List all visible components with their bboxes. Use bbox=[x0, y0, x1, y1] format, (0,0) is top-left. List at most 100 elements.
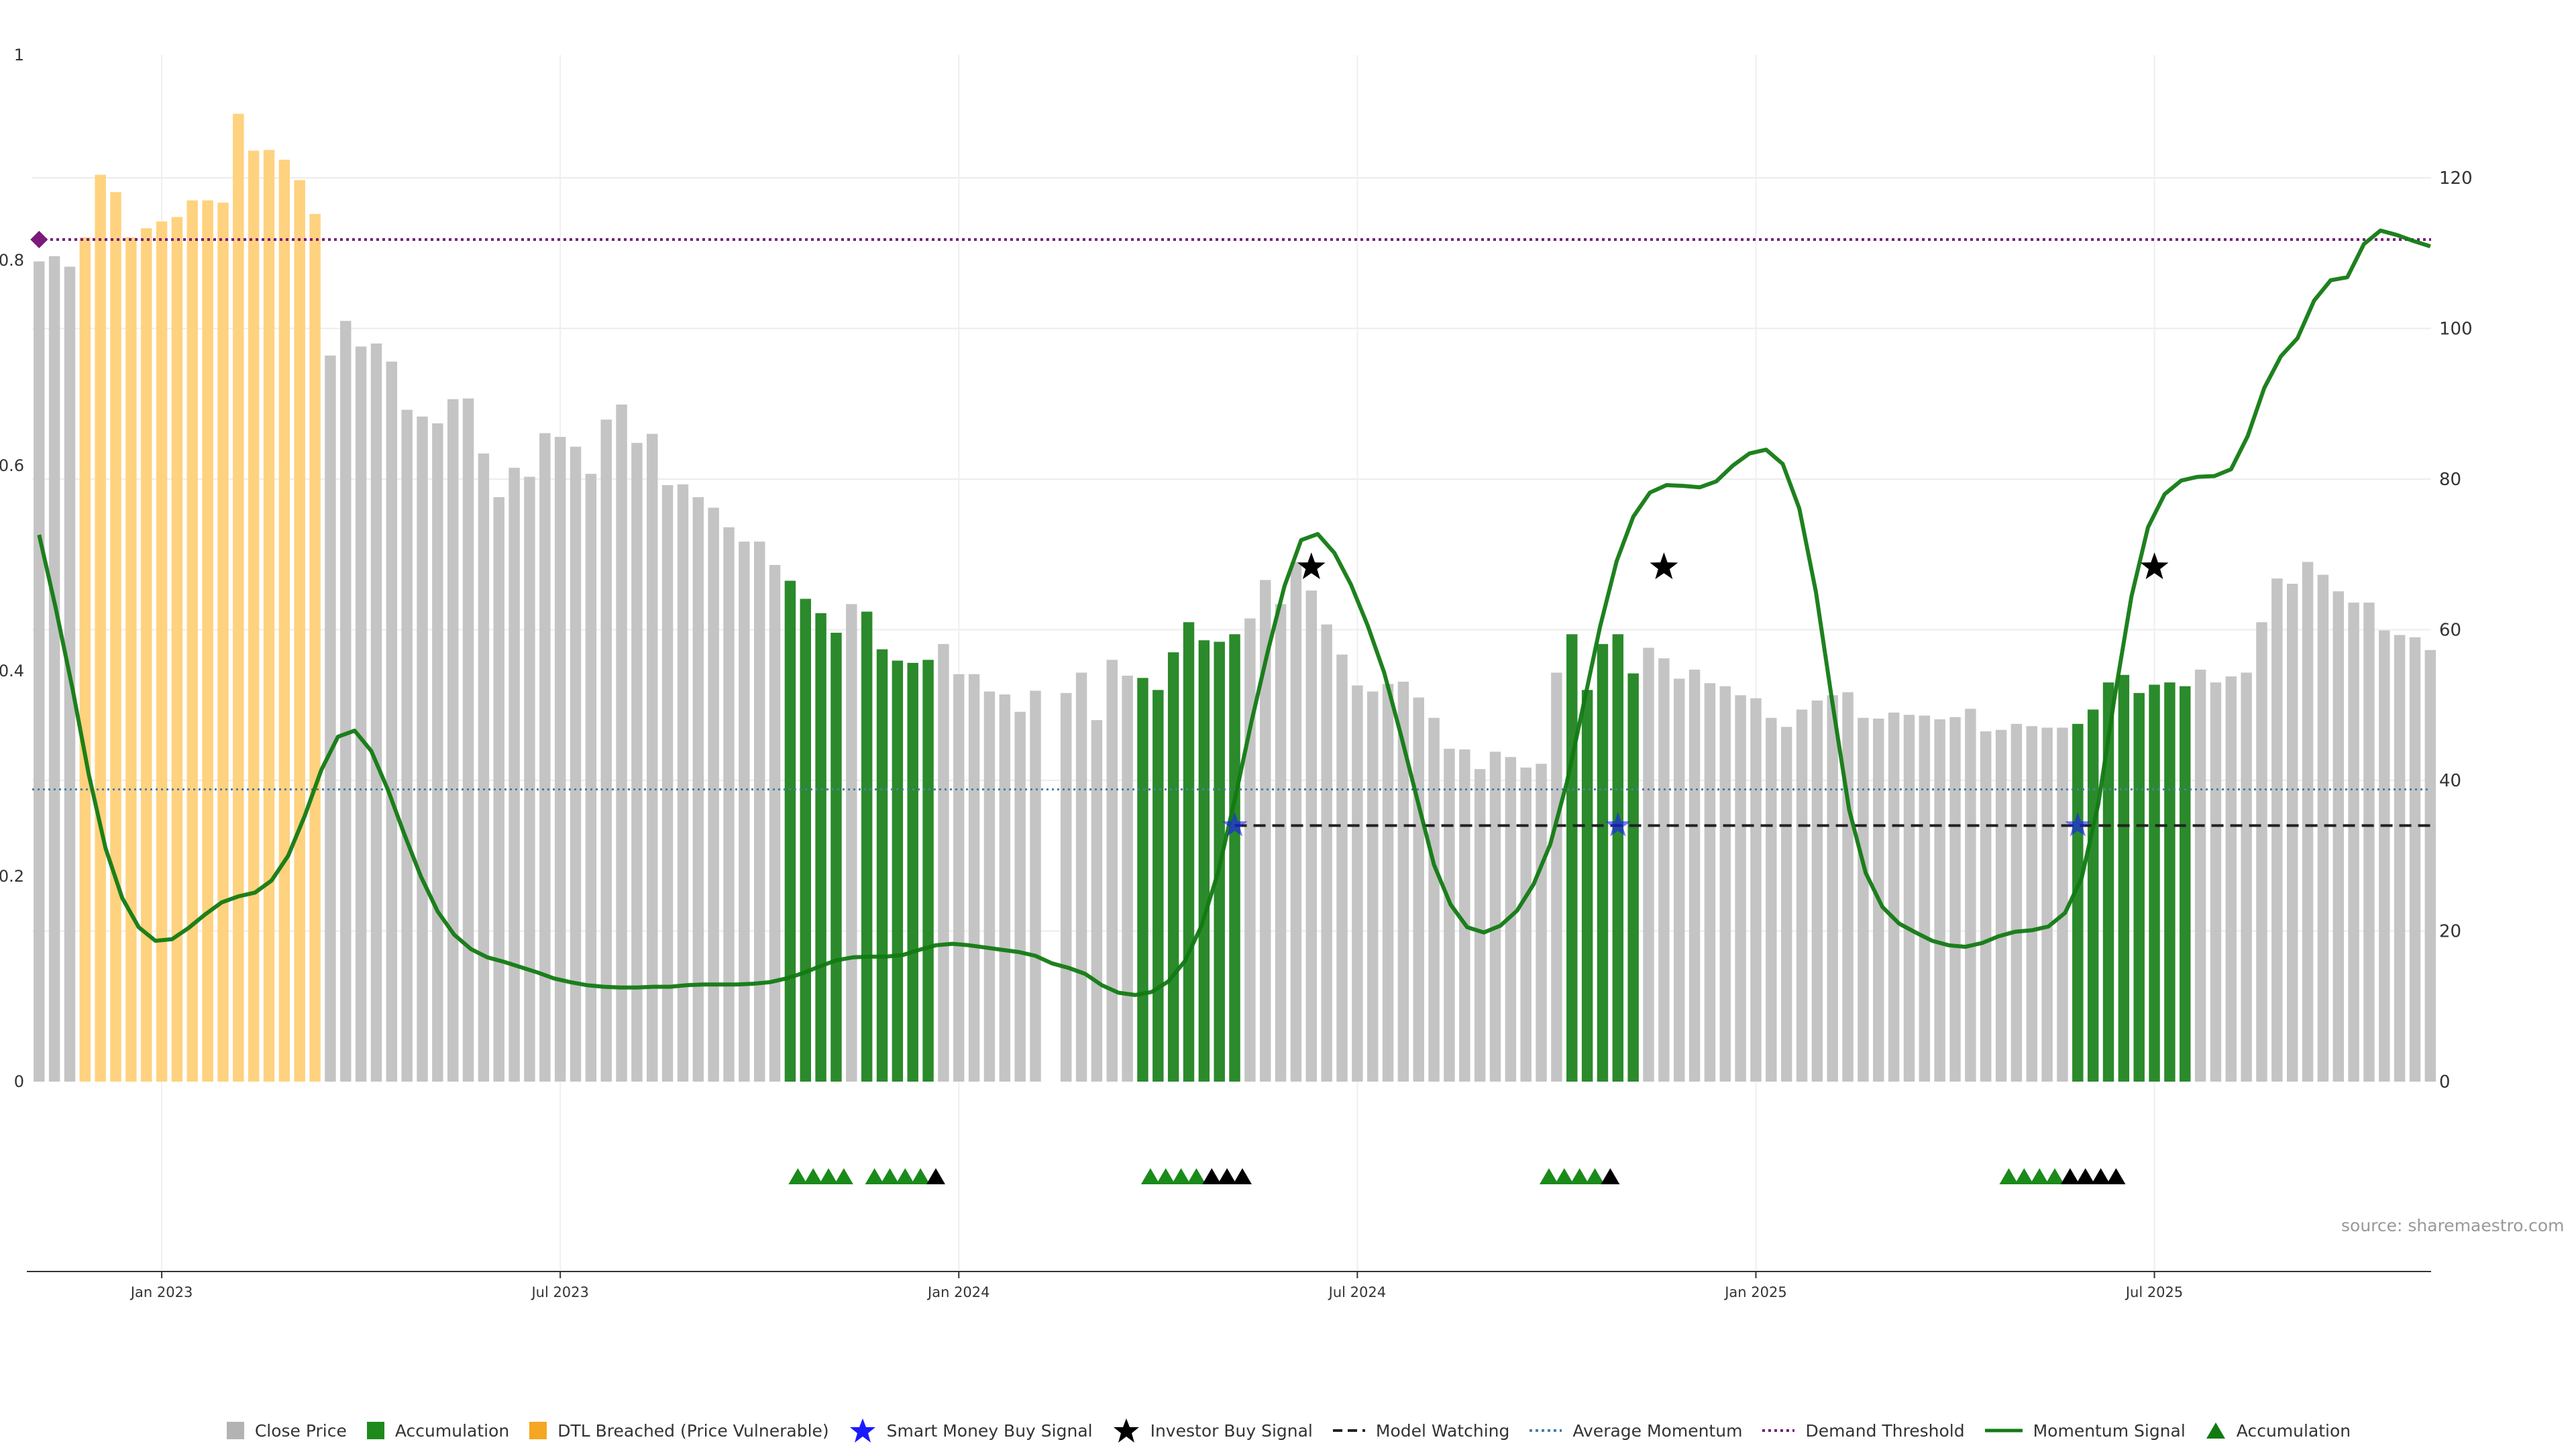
price-bar bbox=[401, 409, 413, 1082]
price-bar bbox=[202, 200, 213, 1082]
accumulation-triangle-icon bbox=[1156, 1168, 1175, 1184]
price-bar bbox=[2241, 672, 2252, 1082]
price-bar bbox=[278, 160, 290, 1082]
price-bar bbox=[34, 261, 45, 1082]
price-bar bbox=[769, 564, 781, 1082]
price-bar bbox=[999, 694, 1011, 1082]
right-axis-tick-label: 0 bbox=[2439, 1072, 2451, 1092]
smart-money-star-icon bbox=[1605, 812, 1631, 837]
price-bar bbox=[2194, 669, 2206, 1082]
accumulation-triangle-icon bbox=[2030, 1168, 2049, 1184]
price-bar bbox=[2379, 630, 2390, 1082]
price-bar bbox=[156, 221, 168, 1082]
price-bar bbox=[1489, 751, 1501, 1082]
price-bar bbox=[141, 228, 152, 1082]
square-icon bbox=[226, 1422, 244, 1439]
accumulation-triangle-icon bbox=[1187, 1168, 1206, 1184]
legend-label: Accumulation bbox=[394, 1420, 510, 1441]
price-bar bbox=[1704, 683, 1716, 1082]
accumulation-triangle-icon bbox=[2045, 1168, 2065, 1184]
price-bar bbox=[1520, 767, 1532, 1082]
price-bar bbox=[616, 404, 627, 1082]
accumulation-triangle-icon bbox=[2091, 1168, 2110, 1184]
price-bar bbox=[1796, 709, 1808, 1082]
price-bar bbox=[953, 674, 965, 1082]
legend-item: Model Watching bbox=[1332, 1421, 1509, 1441]
source-note: source: sharemaestro.com bbox=[2341, 1216, 2565, 1235]
price-bar bbox=[846, 604, 857, 1082]
price-bar bbox=[661, 484, 674, 1082]
left-axis-tick-label: 0 bbox=[14, 1072, 24, 1091]
star-icon bbox=[1113, 1418, 1139, 1443]
legend-label: Smart Money Buy Signal bbox=[886, 1420, 1093, 1441]
price-bar bbox=[585, 474, 597, 1082]
price-bar bbox=[171, 217, 183, 1082]
price-bar bbox=[1827, 695, 1838, 1082]
accumulation-triangle-icon bbox=[1601, 1168, 1620, 1184]
accumulation-triangle-icon bbox=[2015, 1168, 2034, 1184]
demand-diamond-icon bbox=[30, 231, 48, 249]
accumulation-triangle-icon bbox=[1999, 1168, 2019, 1184]
price-bar bbox=[1673, 678, 1685, 1082]
price-bar bbox=[1566, 634, 1578, 1082]
left-axis-tick-label: 0.8 bbox=[0, 251, 24, 270]
left-axis-tick-label: 1 bbox=[14, 46, 24, 64]
legend-label: DTL Breached (Price Vulnerable) bbox=[557, 1420, 829, 1441]
price-bar bbox=[631, 443, 643, 1082]
triangle-icon bbox=[2206, 1422, 2225, 1439]
accumulation-triangle-icon bbox=[911, 1168, 930, 1184]
price-bar bbox=[922, 660, 934, 1082]
left-axis-tick-label: 0.2 bbox=[0, 867, 24, 886]
price-bar bbox=[2210, 682, 2222, 1082]
price-bar bbox=[739, 541, 750, 1082]
price-bar bbox=[815, 613, 826, 1082]
price-bar bbox=[370, 343, 382, 1082]
price-bar bbox=[983, 691, 996, 1082]
price-bar bbox=[1305, 590, 1318, 1082]
price-bar bbox=[1597, 643, 1609, 1082]
accumulation-triangle-icon bbox=[1554, 1168, 1574, 1184]
price-bar bbox=[2256, 622, 2267, 1082]
price-bar bbox=[294, 180, 305, 1082]
price-bar bbox=[1275, 604, 1287, 1082]
smart-money-star-icon bbox=[2065, 812, 2091, 837]
price-bar bbox=[570, 446, 582, 1082]
price-bar bbox=[876, 649, 888, 1082]
price-bar bbox=[309, 213, 321, 1082]
price-bar bbox=[1137, 678, 1148, 1082]
x-axis-tick-label: Jul 2025 bbox=[2125, 1284, 2183, 1300]
accumulation-triangle-icon bbox=[804, 1168, 823, 1184]
dotted-line-icon bbox=[1762, 1429, 1795, 1432]
price-bar bbox=[1198, 640, 1210, 1082]
price-bar bbox=[800, 599, 812, 1082]
price-bar bbox=[1980, 731, 1992, 1082]
price-bar bbox=[2118, 674, 2130, 1082]
legend-item: Demand Threshold bbox=[1761, 1421, 1965, 1441]
accumulation-triangle-icon bbox=[865, 1168, 884, 1184]
price-bar bbox=[1536, 764, 1547, 1082]
price-bar bbox=[233, 113, 244, 1082]
accumulation-triangle-icon bbox=[2106, 1168, 2126, 1184]
price-bar bbox=[1735, 695, 1746, 1082]
legend-label: Momentum Signal bbox=[2033, 1420, 2186, 1441]
price-bar bbox=[1352, 685, 1363, 1082]
accumulation-triangle-icon bbox=[1218, 1168, 1237, 1184]
dotted-line-icon bbox=[1529, 1429, 1562, 1432]
accumulation-triangle-icon bbox=[926, 1168, 945, 1184]
price-bar bbox=[1811, 701, 1823, 1082]
right-axis-tick-label: 60 bbox=[2439, 621, 2461, 641]
square-icon bbox=[366, 1422, 384, 1439]
legend-item: Investor Buy Signal bbox=[1112, 1417, 1313, 1444]
left-axis-tick-label: 0.4 bbox=[0, 662, 24, 680]
investor-star-icon bbox=[2140, 552, 2169, 580]
price-bar bbox=[723, 527, 735, 1082]
price-bar bbox=[1060, 692, 1072, 1082]
price-bar bbox=[861, 611, 873, 1082]
price-bar bbox=[2149, 684, 2160, 1082]
price-bar bbox=[2102, 682, 2114, 1082]
legend-item: Close Price bbox=[225, 1420, 347, 1441]
price-bar bbox=[1014, 711, 1026, 1082]
price-bar bbox=[1444, 748, 1455, 1082]
price-bar bbox=[1842, 692, 1854, 1082]
price-bar bbox=[1766, 717, 1777, 1082]
